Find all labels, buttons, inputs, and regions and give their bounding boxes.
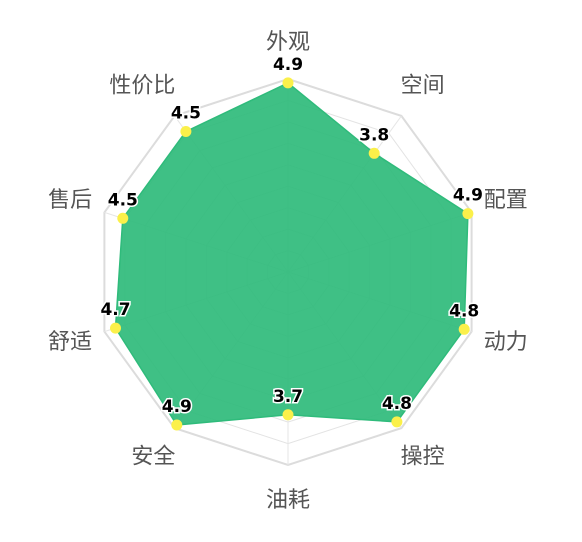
value-label: 4.8: [382, 394, 412, 414]
axis-label: 配置: [484, 188, 528, 213]
data-point[interactable]: [282, 409, 294, 421]
axis-label: 操控: [401, 444, 445, 469]
data-point[interactable]: [282, 77, 294, 89]
radar-value-labels: 4.9 3.8 4.9 4.8 4.8 3.7 4.9 4.7 4.5 4.5: [99, 53, 485, 418]
value-label: 4.9: [273, 55, 303, 75]
data-point[interactable]: [458, 323, 470, 335]
value-label: 3.7: [273, 387, 303, 407]
value-label: 4.7: [100, 300, 130, 320]
data-point[interactable]: [180, 126, 192, 137]
value-label: 4.9: [453, 186, 483, 206]
value-label: 4.9: [162, 397, 192, 417]
axis-label: 安全: [131, 444, 175, 469]
data-point[interactable]: [110, 322, 121, 334]
data-point[interactable]: [391, 416, 403, 428]
axis-label: 外观: [266, 30, 310, 55]
value-label: 4.5: [171, 104, 201, 124]
axis-label: 油耗: [266, 488, 310, 513]
data-point[interactable]: [117, 212, 129, 224]
value-label: 4.5: [108, 190, 138, 210]
data-point[interactable]: [462, 208, 474, 220]
axis-label: 动力: [484, 330, 528, 355]
axis-label: 空间: [401, 74, 445, 99]
axis-label: 舒适: [48, 330, 92, 355]
data-point[interactable]: [171, 419, 183, 431]
axis-label: 售后: [48, 188, 92, 213]
value-label: 4.8: [449, 301, 479, 321]
value-label: 3.8: [359, 125, 389, 145]
axis-label: 性价比: [109, 74, 175, 99]
radar-points: [110, 77, 474, 431]
data-point[interactable]: [368, 147, 380, 159]
